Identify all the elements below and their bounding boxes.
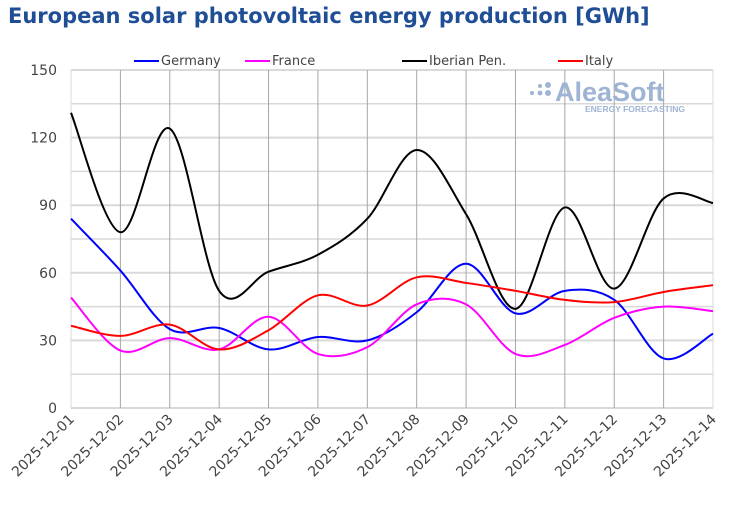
y-tick-label: 120	[30, 131, 57, 147]
svg-text:AleaSoft: AleaSoft	[555, 77, 665, 107]
chart-title: European solar photovoltaic energy produ…	[8, 4, 650, 28]
legend-label: France	[272, 54, 315, 69]
svg-text:ENERGY FORECASTING: ENERGY FORECASTING	[585, 104, 685, 114]
y-tick-label: 90	[39, 198, 57, 214]
y-tick-label: 30	[39, 333, 57, 349]
series-line-iberian-pen-	[70, 112, 714, 310]
series-line-italy	[70, 275, 714, 351]
y-tick-label: 60	[39, 266, 57, 282]
series-line-germany	[70, 218, 714, 361]
y-tick-label: 150	[30, 63, 57, 79]
series-line-france	[70, 296, 714, 358]
legend-label: Iberian Pen.	[429, 54, 506, 69]
y-tick-label: 0	[48, 401, 57, 417]
legend-label: Germany	[161, 54, 221, 69]
legend-label: Italy	[585, 54, 614, 69]
aleasoft-logo: AleaSoft ENERGY FORECASTING	[530, 77, 685, 114]
